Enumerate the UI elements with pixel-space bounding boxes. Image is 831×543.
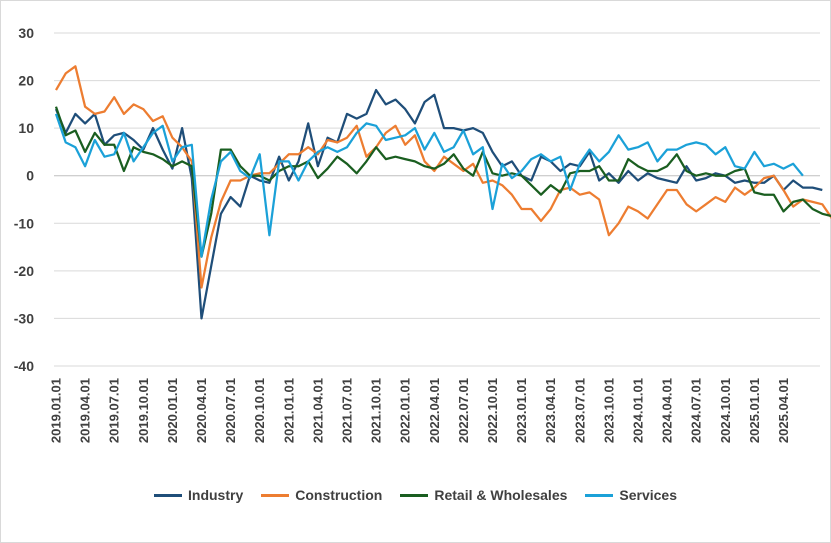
y-axis-ticks: 30 20 10 0 -10 -20 -30 -40 xyxy=(14,25,34,374)
legend-label-services: Services xyxy=(619,487,677,503)
x-tick-label: 2020.01.01 xyxy=(165,378,180,443)
x-tick-label: 2021.07.01 xyxy=(340,378,355,443)
legend-item-construction: Construction xyxy=(261,487,382,503)
x-tick-label: 2021.01.01 xyxy=(281,378,296,443)
legend-swatch-industry xyxy=(154,493,182,497)
x-tick-label: 2019.01.01 xyxy=(49,378,64,443)
y-tick-label: 20 xyxy=(18,73,34,89)
x-tick-label: 2019.04.01 xyxy=(78,378,93,443)
legend-item-industry: Industry xyxy=(154,487,243,503)
x-tick-label: 2020.04.01 xyxy=(194,378,209,443)
legend-label-construction: Construction xyxy=(295,487,383,503)
x-tick-label: 2024.01.01 xyxy=(631,378,646,443)
x-tick-label: 2022.07.01 xyxy=(456,378,471,443)
x-tick-label: 2022.01.01 xyxy=(398,378,413,443)
series-line-industry xyxy=(54,88,823,320)
series-line-retail-wholesales xyxy=(54,106,831,258)
x-tick-label: 2022.04.01 xyxy=(427,378,442,443)
y-tick-label: -40 xyxy=(14,358,34,374)
x-tick-label: 2024.07.01 xyxy=(689,378,704,443)
x-axis-ticks: 2019.01.01 2019.04.01 2019.07.01 2019.10.01… xyxy=(49,378,792,443)
y-tick-label: 10 xyxy=(18,120,34,136)
x-tick-label: 2025.01.01 xyxy=(747,378,762,443)
legend-item-services: Services xyxy=(585,487,677,503)
x-tick-label: 2025.04.01 xyxy=(776,378,791,443)
legend-label-retail: Retail & Wholesales xyxy=(434,487,568,503)
x-tick-label: 2022.10.01 xyxy=(485,378,500,443)
x-tick-label: 2021.10.01 xyxy=(369,378,384,443)
legend-swatch-services xyxy=(585,493,614,497)
x-tick-label: 2023.07.01 xyxy=(572,378,587,443)
series-lines xyxy=(54,65,831,320)
x-tick-label: 2021.04.01 xyxy=(310,378,325,443)
legend-swatch-retail xyxy=(400,493,429,497)
x-tick-label: 2019.07.01 xyxy=(107,378,122,443)
legend-label-industry: Industry xyxy=(188,487,244,503)
x-tick-label: 2023.01.01 xyxy=(514,378,529,443)
x-tick-label: 2020.10.01 xyxy=(252,378,267,443)
x-tick-label: 2024.04.01 xyxy=(660,378,675,443)
y-tick-label: -30 xyxy=(14,310,34,326)
legend: Industry Construction Retail & Wholesale… xyxy=(0,484,831,506)
x-tick-label: 2023.04.01 xyxy=(543,378,558,443)
x-tick-label: 2019.10.01 xyxy=(136,378,151,443)
x-tick-label: 2020.07.01 xyxy=(223,378,238,443)
y-tick-label: 30 xyxy=(18,25,34,41)
y-tick-label: -20 xyxy=(14,263,34,279)
y-tick-label: 0 xyxy=(26,168,34,184)
x-tick-label: 2023.10.01 xyxy=(601,378,616,443)
gridlines xyxy=(54,32,820,367)
series-line-services xyxy=(54,113,804,258)
y-tick-label: -10 xyxy=(14,215,34,231)
legend-item-retail: Retail & Wholesales xyxy=(400,487,567,503)
x-tick-label: 2024.10.01 xyxy=(718,378,733,443)
series-line-construction xyxy=(55,65,831,289)
legend-swatch-construction xyxy=(261,493,290,497)
